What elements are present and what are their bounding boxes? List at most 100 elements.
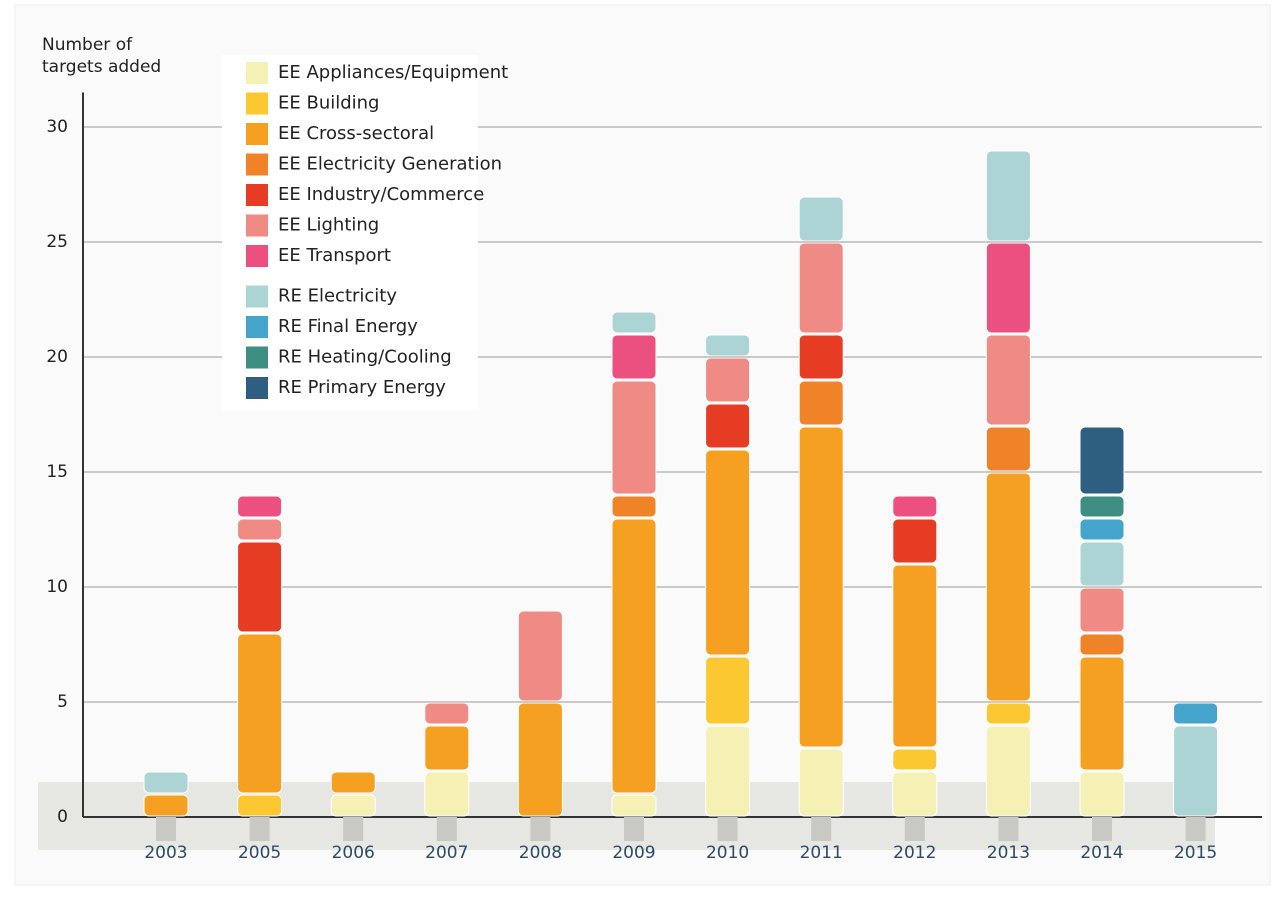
- y-tick-label: 25: [46, 232, 68, 252]
- bar-stub: [624, 817, 644, 841]
- bar-stub: [343, 817, 364, 841]
- legend-swatch: [246, 316, 268, 338]
- x-tick-label: 2015: [1174, 843, 1217, 863]
- legend-swatch: [246, 285, 268, 308]
- bar-stub: [249, 817, 270, 841]
- bar-segment: [985, 334, 1031, 426]
- x-tick-label: 2012: [893, 843, 936, 863]
- bar-segment: [892, 771, 938, 817]
- bar-segment: [1079, 771, 1125, 817]
- legend-label: EE Transport: [278, 245, 391, 266]
- bar-segment: [330, 771, 376, 794]
- bar-segment: [611, 380, 657, 495]
- bar-segment: [1079, 656, 1125, 771]
- legend-label: EE Electricity Generation: [278, 154, 502, 175]
- y-tick-label: 30: [46, 117, 68, 137]
- bar-segment: [985, 725, 1031, 817]
- x-tick-label: 2006: [332, 843, 375, 863]
- bar-segment: [985, 426, 1031, 472]
- x-tick-label: 2014: [1080, 843, 1123, 863]
- bar-segment: [517, 702, 563, 817]
- legend-swatch: [246, 153, 268, 176]
- y-tick-label: 15: [46, 462, 68, 482]
- legend-label: EE Industry/Commerce: [278, 184, 484, 205]
- bar-stub: [811, 817, 832, 841]
- legend-label: RE Final Energy: [278, 316, 418, 337]
- x-tick-label: 2013: [987, 843, 1030, 863]
- bar-segment: [1079, 633, 1125, 656]
- bar-segment: [143, 771, 189, 794]
- y-tick-label: 5: [57, 692, 68, 712]
- bar-segment: [517, 610, 563, 702]
- bar-segment: [424, 725, 470, 771]
- bar-segment: [237, 794, 283, 817]
- bar-segment: [237, 633, 283, 794]
- bar-segment: [611, 794, 657, 817]
- y-axis-title: Number of targets added: [42, 35, 162, 77]
- bar-segment: [611, 495, 657, 518]
- bar-stub: [436, 817, 457, 841]
- bar-stub: [717, 817, 738, 841]
- bar-segment: [1079, 426, 1125, 495]
- bar-segment: [237, 518, 283, 541]
- bar-stub: [156, 817, 176, 841]
- bar-segment: [424, 771, 470, 817]
- x-tick-label: 2009: [612, 843, 655, 863]
- bar-stub: [1092, 817, 1112, 841]
- legend-swatch: [246, 214, 268, 237]
- bar-segment: [798, 334, 844, 380]
- y-tick-label: 10: [46, 577, 68, 597]
- bar-segment: [705, 334, 751, 357]
- legend-swatch: [246, 377, 268, 399]
- bar-segment: [1079, 518, 1125, 541]
- bar-segment: [798, 426, 844, 748]
- legend-swatch: [246, 184, 268, 206]
- x-tick-label: 2003: [144, 843, 187, 863]
- bar-segment: [798, 242, 844, 334]
- x-tick-label: 2008: [519, 843, 562, 863]
- bar-stub: [530, 817, 551, 841]
- bar-segment: [705, 449, 751, 656]
- bar-segment: [705, 357, 751, 403]
- legend-label: RE Electricity: [278, 286, 397, 307]
- legend-swatch: [246, 123, 268, 145]
- legend-swatch: [246, 62, 268, 84]
- legend-label: RE Heating/Cooling: [278, 347, 452, 368]
- bar-segment: [1079, 587, 1125, 633]
- bar-segment: [892, 748, 938, 771]
- bar-segment: [611, 311, 657, 334]
- bar-stub: [904, 817, 925, 841]
- bar-segment: [1173, 702, 1219, 725]
- bar-segment: [424, 702, 470, 725]
- x-tick-label: 2010: [706, 843, 749, 863]
- legend-label: EE Building: [278, 93, 380, 114]
- y-tick-label: 20: [46, 347, 68, 367]
- legend-label: EE Lighting: [278, 215, 379, 236]
- bar-segment: [892, 564, 938, 748]
- bar-segment: [985, 150, 1031, 242]
- y-tick-label: 0: [57, 807, 68, 827]
- bar-segment: [798, 380, 844, 426]
- x-tick-label: 2007: [425, 843, 468, 863]
- bar-segment: [892, 518, 938, 564]
- legend-label: EE Cross-sectoral: [278, 123, 434, 144]
- bar-segment: [237, 541, 283, 633]
- bar-stub: [1185, 817, 1206, 841]
- bar-segment: [143, 794, 189, 817]
- bar-segment: [611, 518, 657, 794]
- bar-segment: [705, 725, 751, 817]
- legend-swatch: [246, 346, 268, 369]
- legend-label: EE Appliances/Equipment: [278, 62, 508, 83]
- bar-segment: [985, 702, 1031, 725]
- x-tick-label: 2005: [238, 843, 281, 863]
- bar-segment: [985, 242, 1031, 334]
- bar-segment: [798, 748, 844, 817]
- bar-segment: [798, 196, 844, 242]
- legend-swatch: [246, 92, 268, 115]
- legend-label: RE Primary Energy: [278, 377, 446, 398]
- legend-swatch: [246, 245, 268, 267]
- bar-segment: [705, 403, 751, 449]
- bar-segment: [892, 495, 938, 518]
